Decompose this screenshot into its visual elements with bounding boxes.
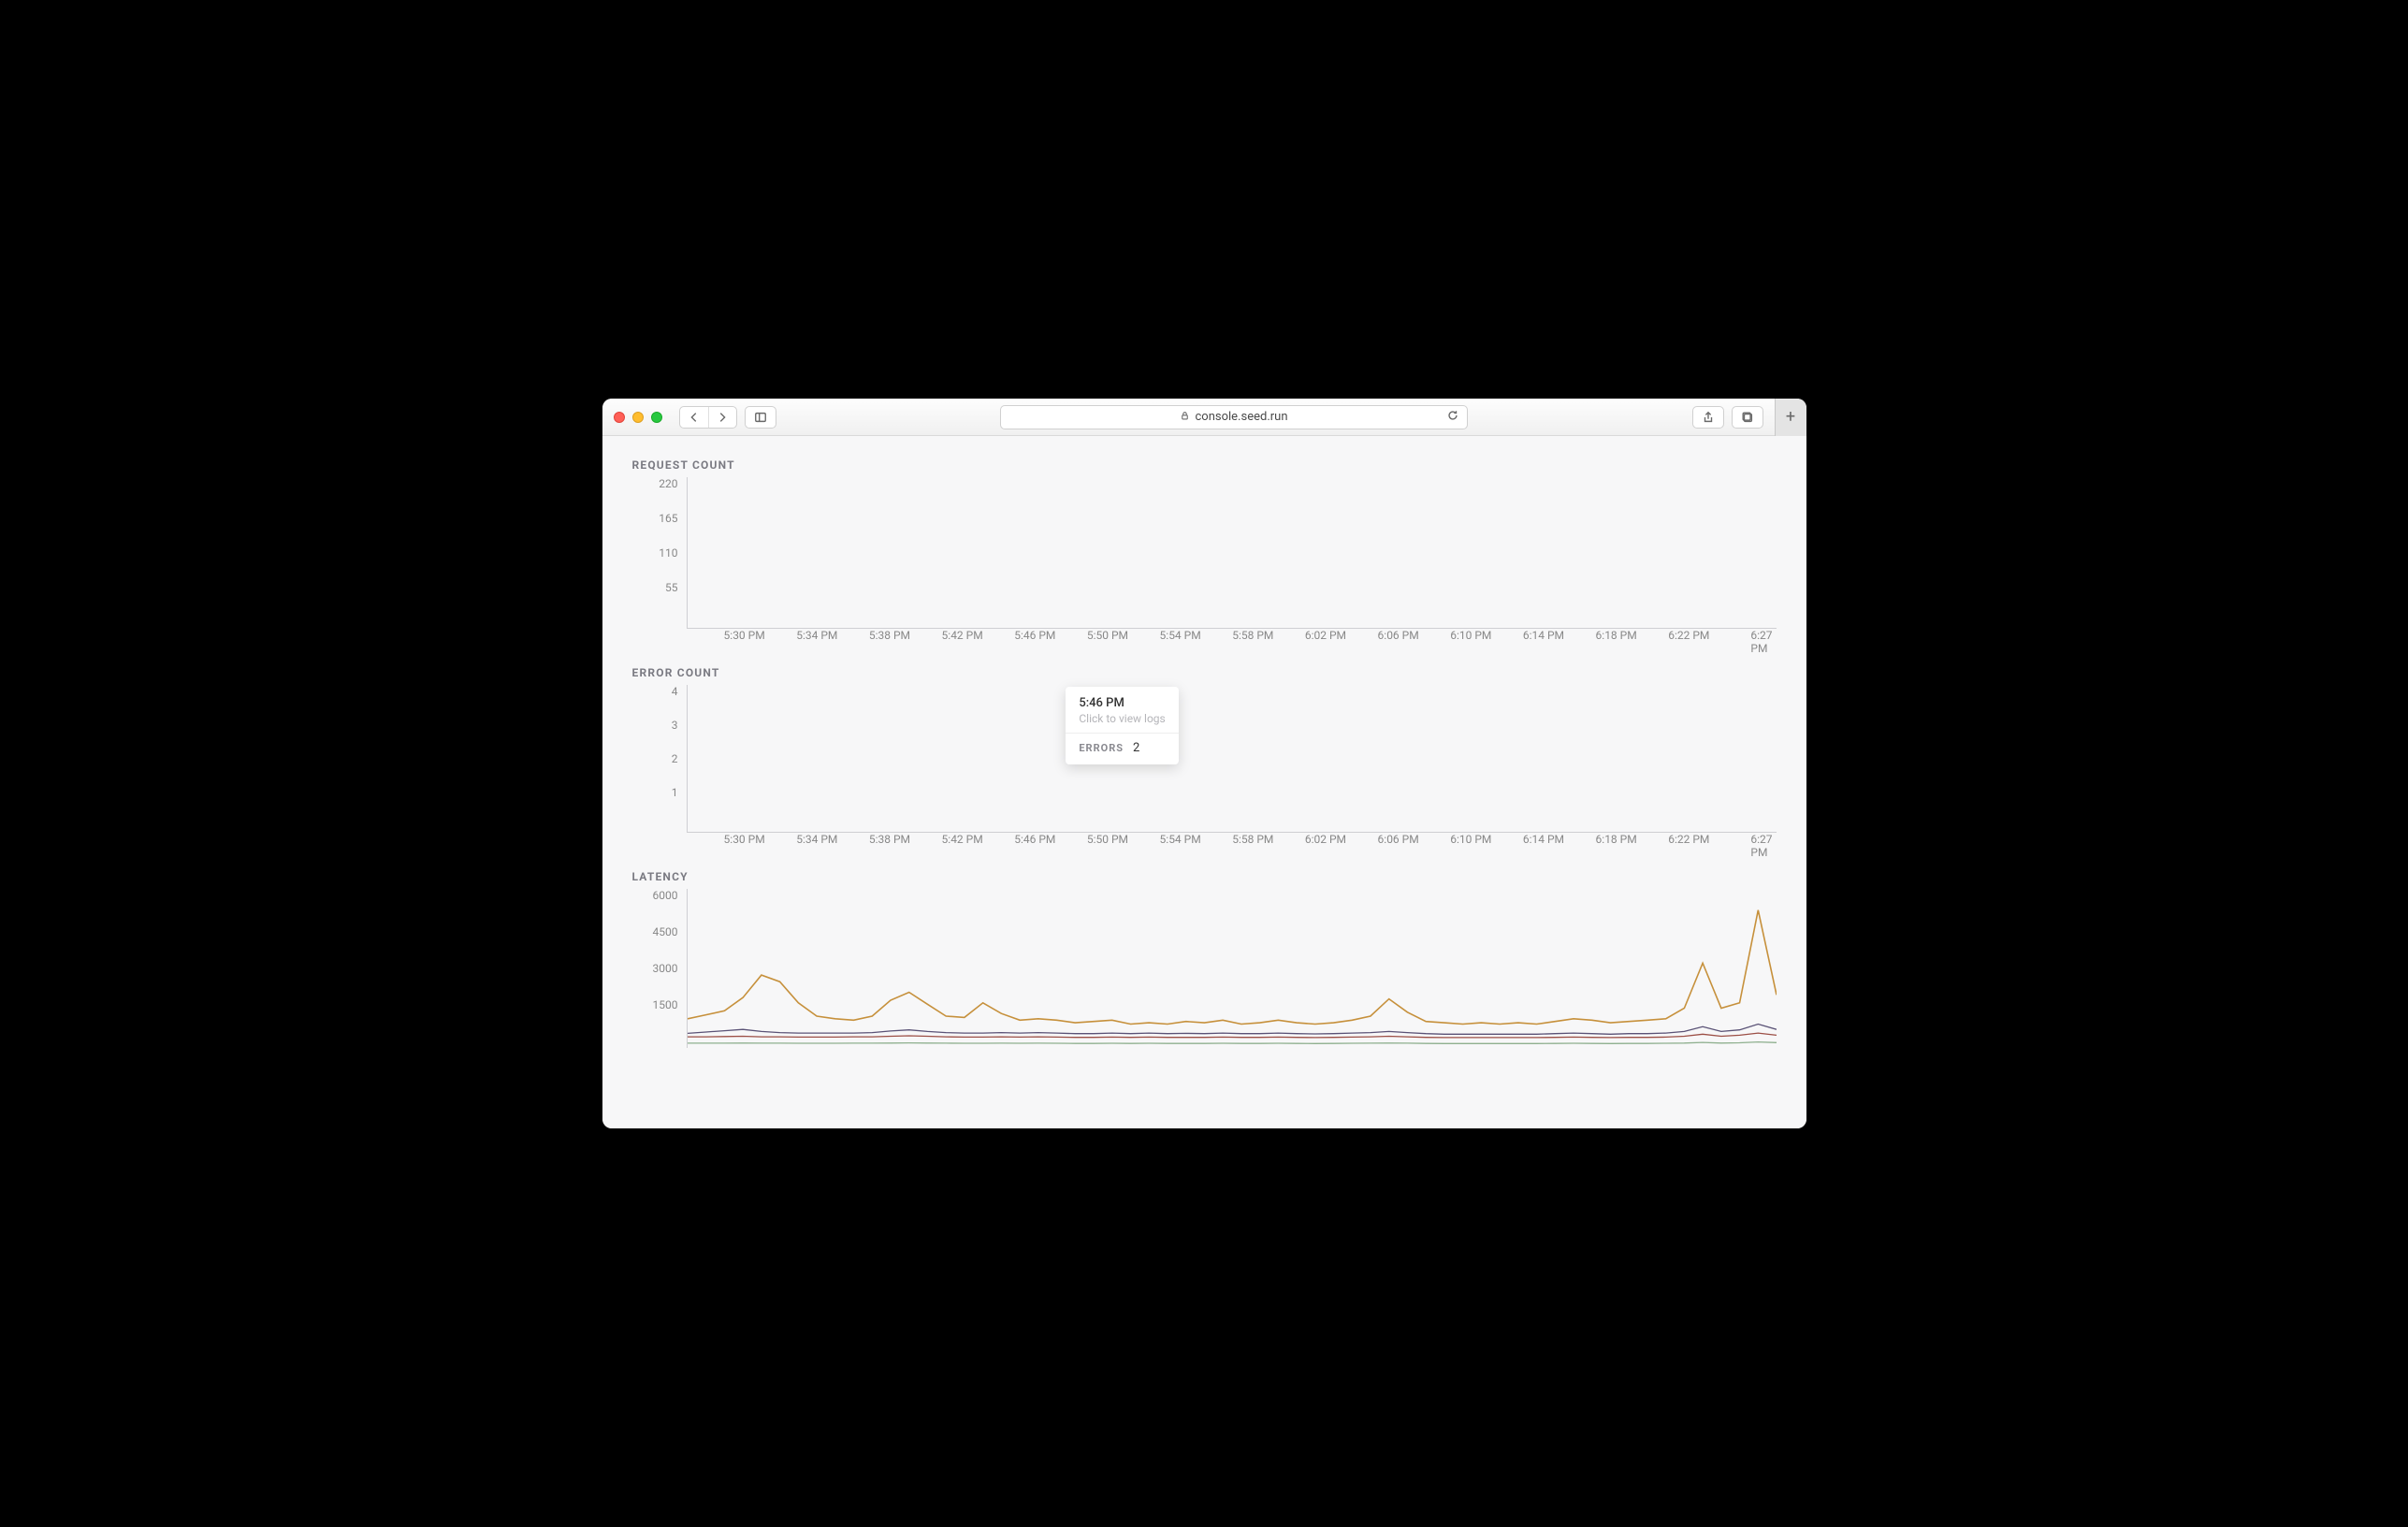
- back-button[interactable]: [680, 407, 708, 428]
- latency-lines: [688, 889, 1777, 1048]
- page-content: REQUEST COUNT 22016511055 5:30 PM5:34 PM…: [602, 436, 1806, 1128]
- error-y-axis: 4321: [632, 685, 684, 833]
- request-y-axis: 22016511055: [632, 477, 684, 629]
- reload-button[interactable]: [1446, 409, 1459, 426]
- sidebar-button[interactable]: [745, 406, 776, 429]
- sidebar-icon: [754, 411, 767, 424]
- share-button[interactable]: [1692, 406, 1724, 429]
- request-bars: [688, 477, 1777, 629]
- tooltip-time: 5:46 PM: [1079, 696, 1165, 710]
- close-window-button[interactable]: [614, 412, 625, 423]
- browser-window: console.seed.run + REQUEST COUNT 2201651…: [602, 399, 1806, 1128]
- forward-button[interactable]: [708, 407, 736, 428]
- title-bar: console.seed.run +: [602, 399, 1806, 436]
- chevron-left-icon: [688, 411, 701, 424]
- request-count-title: REQUEST COUNT: [632, 458, 1777, 472]
- request-count-chart[interactable]: 22016511055 5:30 PM5:34 PM5:38 PM5:42 PM…: [632, 477, 1777, 646]
- lock-icon: [1180, 411, 1190, 424]
- tabs-icon: [1741, 411, 1754, 424]
- traffic-lights: [614, 412, 662, 423]
- url-bar[interactable]: console.seed.run: [1000, 405, 1468, 429]
- latency-title: LATENCY: [632, 870, 1777, 883]
- plus-icon: +: [1786, 407, 1795, 427]
- latency-y-axis: 6000450030001500: [632, 889, 684, 1048]
- error-count-title: ERROR COUNT: [632, 666, 1777, 679]
- tooltip-label: ERRORS: [1079, 742, 1124, 754]
- error-bars: [688, 685, 1777, 833]
- minimize-window-button[interactable]: [632, 412, 644, 423]
- new-tab-button[interactable]: +: [1775, 399, 1806, 436]
- tooltip-hint: Click to view logs: [1079, 712, 1165, 725]
- error-count-chart[interactable]: 4321 5:30 PM5:34 PM5:38 PM5:42 PM5:46 PM…: [632, 685, 1777, 850]
- request-x-axis: 5:30 PM5:34 PM5:38 PM5:42 PM5:46 PM5:50 …: [687, 629, 1777, 646]
- chevron-right-icon: [716, 411, 729, 424]
- zoom-window-button[interactable]: [651, 412, 662, 423]
- url-text: console.seed.run: [1195, 410, 1287, 424]
- latency-chart[interactable]: 6000450030001500: [632, 889, 1777, 1048]
- share-icon: [1702, 411, 1715, 424]
- nav-buttons: [679, 406, 737, 429]
- tabs-button[interactable]: [1732, 406, 1763, 429]
- error-x-axis: 5:30 PM5:34 PM5:38 PM5:42 PM5:46 PM5:50 …: [687, 833, 1777, 850]
- tooltip-value: 2: [1133, 741, 1139, 755]
- error-tooltip: 5:46 PM Click to view logs ERRORS 2: [1066, 687, 1178, 764]
- reload-icon: [1446, 409, 1459, 422]
